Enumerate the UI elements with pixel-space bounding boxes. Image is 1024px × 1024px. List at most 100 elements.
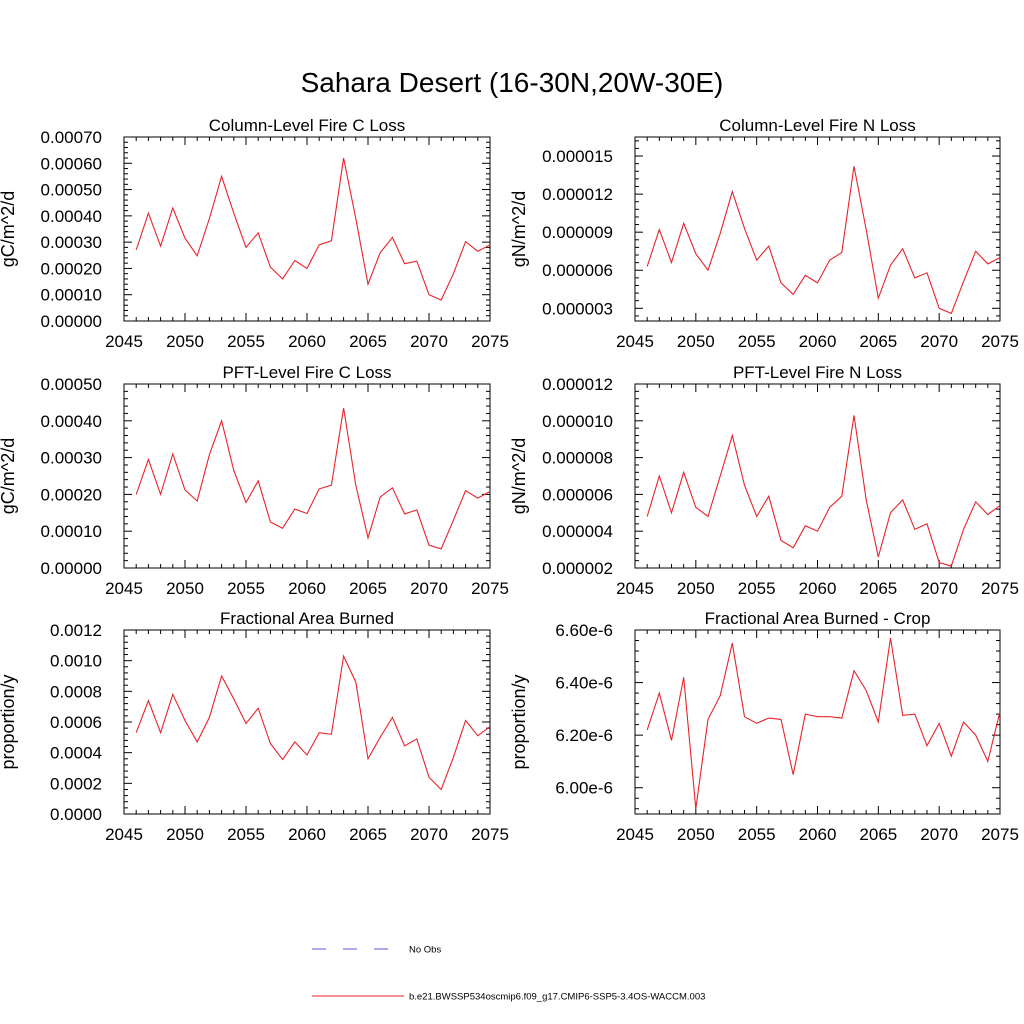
- y-tick-label: 0.00040: [41, 412, 102, 431]
- x-tick-label: 2055: [738, 825, 776, 844]
- x-tick-label: 2065: [349, 332, 387, 351]
- x-tick-label: 2065: [349, 825, 387, 844]
- y-tick-label: 0.000006: [542, 485, 613, 504]
- panel-title: PFT-Level Fire N Loss: [733, 363, 902, 382]
- legend: No Obs b.e21.BWSSP534oscmip6.f09_g17.CMIP…: [312, 945, 705, 1003]
- y-tick-label: 0.000009: [542, 223, 613, 242]
- x-tick-label: 2070: [920, 825, 958, 844]
- y-tick-label: 0.000012: [542, 185, 613, 204]
- y-tick-label: 0.00050: [41, 375, 102, 394]
- panel-title: Fractional Area Burned: [220, 609, 394, 628]
- y-tick-label: 6.00e-6: [555, 779, 613, 798]
- plot-frame: [123, 383, 491, 569]
- x-tick-label: 2045: [105, 332, 143, 351]
- x-tick-label: 2065: [859, 579, 897, 598]
- x-tick-label: 2055: [738, 332, 776, 351]
- x-tick-label: 2055: [227, 332, 265, 351]
- panel-title: PFT-Level Fire C Loss: [222, 363, 391, 382]
- x-tick-label: 2070: [410, 332, 448, 351]
- panel-title: Column-Level Fire C Loss: [209, 116, 406, 135]
- legend-label: b.e21.BWSSP534oscmip6.f09_g17.CMIP6-SSP5…: [409, 992, 705, 1003]
- x-tick-label: 2050: [166, 579, 204, 598]
- plot-frame: [634, 136, 1001, 322]
- x-tick-label: 2060: [799, 332, 837, 351]
- y-tick-label: 0.00000: [41, 559, 102, 578]
- chart-panel: PFT-Level Fire C Loss gC/m^2/d 2045 2050 205…: [0, 363, 509, 598]
- series-line: [135, 407, 491, 550]
- y-tick-label: 0.00060: [41, 154, 102, 173]
- x-tick-label: 2050: [166, 332, 204, 351]
- panel-title: Fractional Area Burned - Crop: [705, 609, 931, 628]
- y-axis-label: gC/m^2/d: [0, 438, 18, 514]
- x-tick-label: 2060: [799, 579, 837, 598]
- chart-panel: Column-Level Fire N Loss gN/m^2/d 2045 2050…: [509, 116, 1019, 351]
- x-tick-label: 2075: [471, 825, 509, 844]
- figure-title: Sahara Desert (16-30N,20W-30E): [301, 67, 724, 98]
- y-tick-label: 0.00030: [41, 233, 102, 252]
- y-tick-label: 0.00030: [41, 449, 102, 468]
- x-tick-label: 2045: [616, 825, 654, 844]
- y-axis-label: gC/m^2/d: [0, 191, 18, 267]
- chart-panels: Column-Level Fire C Loss gC/m^2/d 2045 2050…: [0, 116, 1019, 844]
- x-tick-label: 2060: [799, 825, 837, 844]
- x-tick-label: 2070: [920, 332, 958, 351]
- x-tick-label: 2075: [471, 332, 509, 351]
- y-tick-label: 0.000008: [542, 449, 613, 468]
- x-tick-label: 2060: [288, 579, 326, 598]
- y-tick-label: 0.0008: [50, 682, 102, 701]
- y-tick-label: 6.40e-6: [555, 674, 613, 693]
- y-axis-label: proportion/y: [0, 674, 18, 769]
- x-tick-label: 2055: [227, 579, 265, 598]
- chart-panel: PFT-Level Fire N Loss gN/m^2/d 2045 2050 205…: [509, 363, 1019, 598]
- x-tick-label: 2070: [410, 825, 448, 844]
- x-tick-label: 2050: [677, 825, 715, 844]
- x-tick-label: 2045: [616, 579, 654, 598]
- y-tick-label: 0.00050: [41, 181, 102, 200]
- y-axis-label: gN/m^2/d: [509, 438, 529, 514]
- y-tick-label: 0.000015: [542, 147, 613, 166]
- y-tick-label: 0.000010: [542, 412, 613, 431]
- x-tick-label: 2045: [105, 825, 143, 844]
- y-tick-label: 0.000006: [542, 261, 613, 280]
- y-axis-label: proportion/y: [509, 674, 529, 769]
- x-tick-label: 2045: [105, 579, 143, 598]
- chart-panel: Fractional Area Burned - Crop proportion/…: [509, 609, 1019, 844]
- y-tick-label: 0.00070: [41, 128, 102, 147]
- series-line: [646, 637, 1001, 809]
- x-tick-label: 2050: [166, 825, 204, 844]
- y-tick-label: 0.000004: [542, 522, 613, 541]
- y-tick-label: 0.00000: [41, 312, 102, 331]
- y-tick-label: 6.60e-6: [555, 621, 613, 640]
- x-tick-label: 2045: [616, 332, 654, 351]
- chart-panel: Column-Level Fire C Loss gC/m^2/d 2045 2050…: [0, 116, 509, 351]
- x-tick-label: 2070: [410, 579, 448, 598]
- x-tick-label: 2050: [677, 579, 715, 598]
- x-tick-label: 2070: [920, 579, 958, 598]
- y-tick-label: 0.00020: [41, 485, 102, 504]
- y-axis-label: gN/m^2/d: [509, 191, 529, 267]
- y-tick-label: 0.00010: [41, 522, 102, 541]
- y-tick-label: 0.0000: [50, 805, 102, 824]
- y-tick-label: 0.00020: [41, 259, 102, 278]
- x-tick-label: 2060: [288, 332, 326, 351]
- y-tick-label: 0.0002: [50, 774, 102, 793]
- series-line: [135, 157, 491, 301]
- y-tick-label: 0.000003: [542, 299, 613, 318]
- plot-frame: [634, 629, 1001, 815]
- y-tick-label: 0.0006: [50, 713, 102, 732]
- plot-frame: [123, 136, 491, 322]
- x-tick-label: 2075: [981, 332, 1019, 351]
- x-tick-label: 2075: [981, 825, 1019, 844]
- x-tick-label: 2055: [738, 579, 776, 598]
- x-tick-label: 2060: [288, 825, 326, 844]
- series-line: [646, 166, 1001, 315]
- plot-frame: [123, 629, 491, 815]
- chart-panel: Fractional Area Burned proportion/y 2045 20…: [0, 609, 509, 844]
- series-line: [135, 654, 491, 791]
- x-tick-label: 2065: [349, 579, 387, 598]
- y-tick-label: 0.0012: [50, 621, 102, 640]
- y-tick-label: 0.0010: [50, 652, 102, 671]
- y-tick-label: 6.20e-6: [555, 726, 613, 745]
- x-tick-label: 2055: [227, 825, 265, 844]
